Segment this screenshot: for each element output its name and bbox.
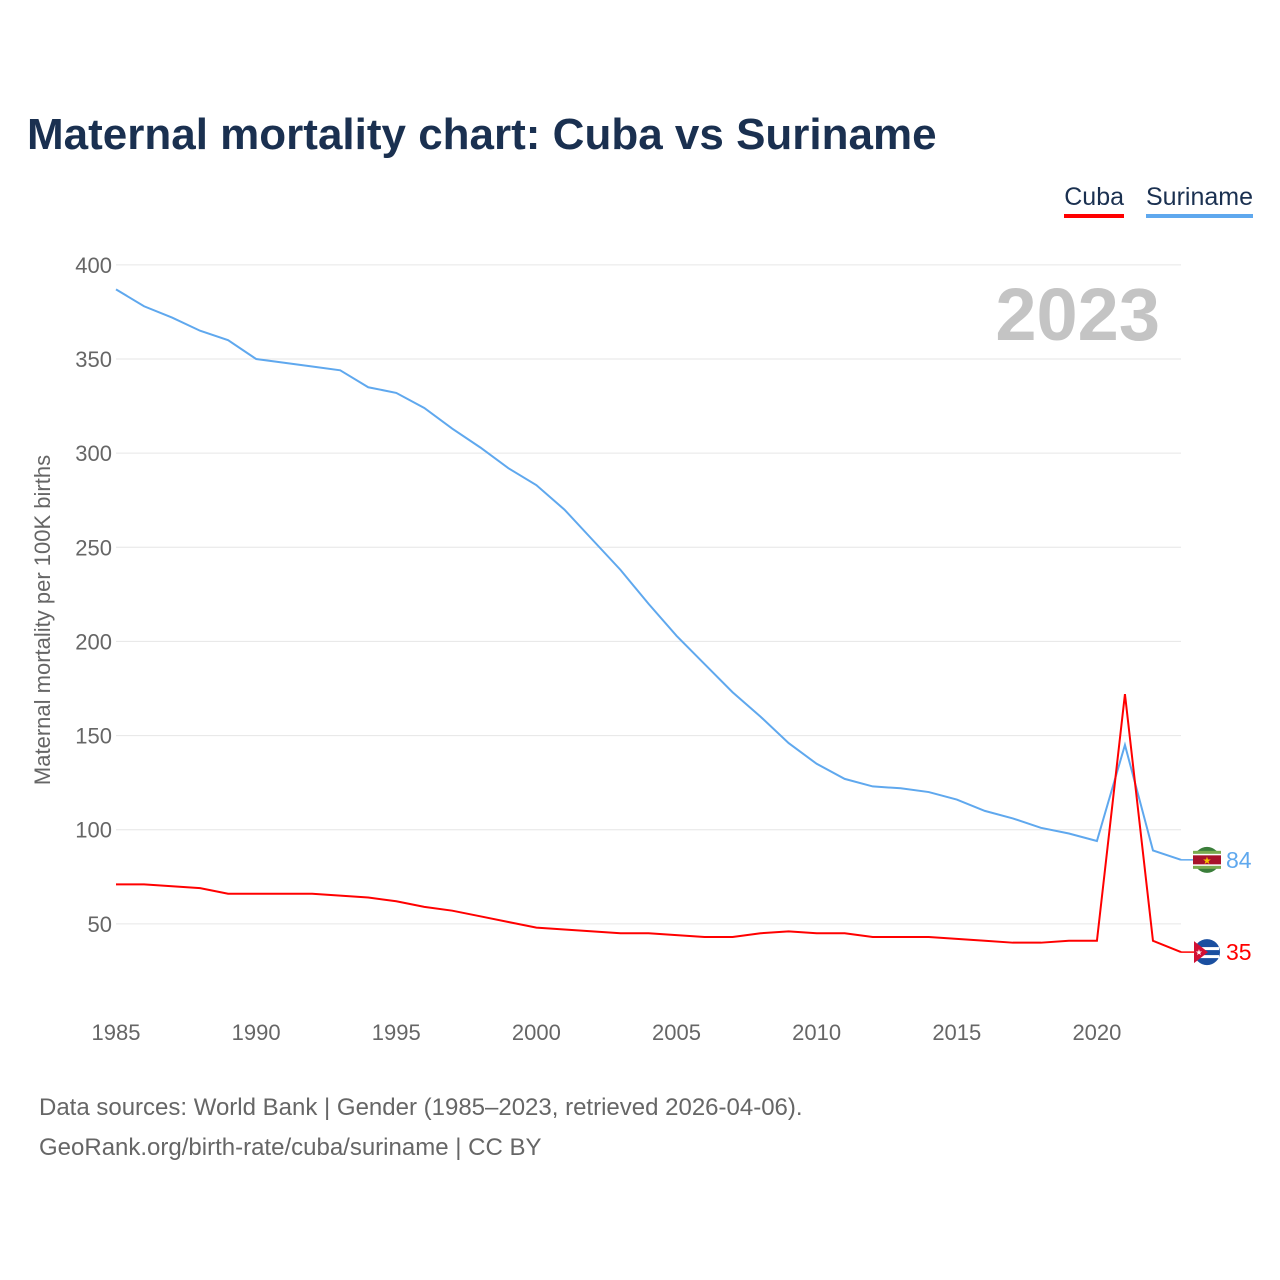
legend-item-cuba[interactable]: Cuba — [1064, 183, 1124, 218]
source-note: Data sources: World Bank | Gender (1985–… — [39, 1088, 803, 1168]
x-tick-label: 2020 — [1072, 1020, 1121, 1045]
flag-star: ★ — [1203, 856, 1212, 867]
x-tick-label: 1985 — [92, 1020, 141, 1045]
year-watermark: 2023 — [995, 273, 1160, 356]
x-tick-label: 1990 — [232, 1020, 281, 1045]
series-line-suriname — [115, 288, 1182, 861]
y-tick-label: 50 — [88, 912, 112, 937]
y-tick-label: 200 — [75, 629, 112, 654]
y-tick-label: 250 — [75, 535, 112, 560]
x-tick-label: 2015 — [932, 1020, 981, 1045]
flag-stripe — [1195, 947, 1219, 951]
end-value-label-suriname: 84 — [1226, 847, 1252, 873]
x-tick-label: 2000 — [512, 1020, 561, 1045]
flag-stripe — [1193, 855, 1221, 865]
chart-title: Maternal mortality chart: Cuba vs Surina… — [27, 110, 937, 159]
y-tick-label: 150 — [75, 724, 112, 749]
y-tick-label: 350 — [75, 347, 112, 372]
flag-triangle — [1194, 941, 1208, 964]
y-tick-label: 100 — [75, 818, 112, 843]
y-tick-label: 300 — [75, 441, 112, 466]
source-line-1: Data sources: World Bank | Gender (1985–… — [39, 1094, 803, 1121]
flag-star: ★ — [1195, 948, 1202, 957]
legend: Cuba Suriname — [1064, 183, 1253, 218]
x-tick-label: 1995 — [372, 1020, 421, 1045]
y-axis-label: Maternal mortality per 100K births — [30, 455, 55, 785]
flag-stripe — [1195, 955, 1219, 959]
x-tick-label: 2005 — [652, 1020, 701, 1045]
end-value-label-cuba: 35 — [1226, 939, 1252, 965]
series-line-cuba — [116, 694, 1182, 954]
x-tick-label: 2010 — [792, 1020, 841, 1045]
y-tick-label: 400 — [75, 253, 112, 278]
legend-item-suriname[interactable]: Suriname — [1146, 183, 1253, 218]
source-line-2[interactable]: GeoRank.org/birth-rate/cuba/suriname | C… — [39, 1134, 542, 1161]
